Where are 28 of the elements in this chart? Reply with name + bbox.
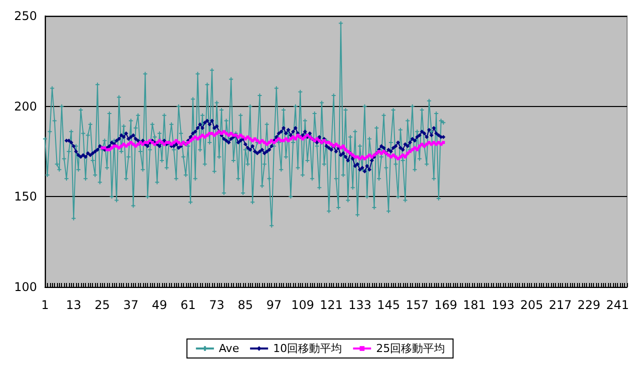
x-tick-label: 37 xyxy=(123,298,139,312)
x-tick-label: 145 xyxy=(377,298,400,312)
x-tick-label: 121 xyxy=(320,298,343,312)
x-tick-label: 25 xyxy=(94,298,110,312)
x-tick-label: 157 xyxy=(406,298,429,312)
x-tick-label: 241 xyxy=(606,298,629,312)
y-tick-label: 100 xyxy=(14,280,37,294)
x-tick-label: 13 xyxy=(66,298,82,312)
legend-label: Ave xyxy=(218,342,240,355)
x-tick-label: 49 xyxy=(152,298,168,312)
y-tick-label: 250 xyxy=(14,9,37,23)
x-tick-label: 229 xyxy=(577,298,600,312)
y-tick-label: 200 xyxy=(14,99,37,114)
x-tick-label: 73 xyxy=(209,298,224,312)
x-tick-label: 205 xyxy=(520,298,544,312)
x-tick-label: 169 xyxy=(434,298,458,312)
legend-label: 25回移動平均 xyxy=(376,342,446,355)
y-tick-label: 150 xyxy=(14,190,37,204)
x-tick-label: 181 xyxy=(462,298,486,312)
x-tick-label: 85 xyxy=(238,298,254,312)
x-tick-label: 97 xyxy=(266,298,282,312)
x-tick-label: 1 xyxy=(41,298,49,312)
x-tick-label: 193 xyxy=(492,298,514,312)
x-tick-label: 217 xyxy=(548,298,572,312)
x-tick-label: 61 xyxy=(180,298,196,312)
legend-label: 10回移動平均 xyxy=(273,342,342,355)
x-tick-label: 109 xyxy=(291,298,314,312)
x-tick-label: 133 xyxy=(348,298,372,312)
